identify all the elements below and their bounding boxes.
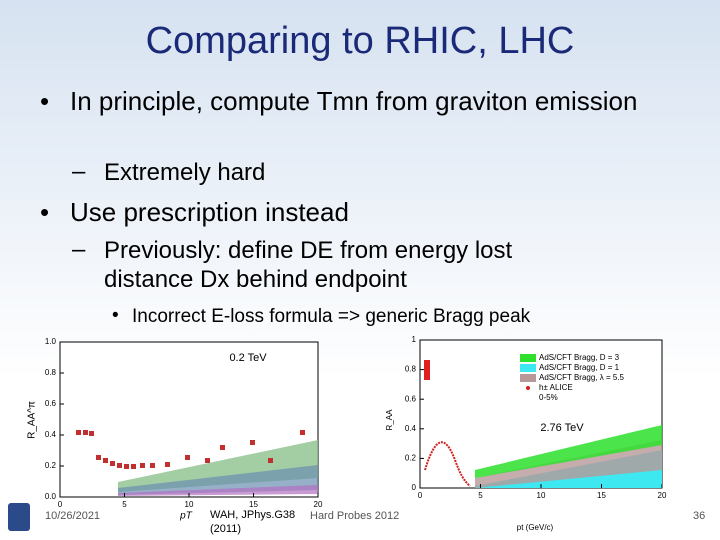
x-tick-label: 5 <box>122 500 127 509</box>
x-tick-label: 5 <box>478 491 483 500</box>
curve <box>424 441 471 487</box>
marker <box>424 360 430 380</box>
legend-label: h± ALICE <box>539 383 573 392</box>
band <box>475 425 662 478</box>
points <box>76 430 305 469</box>
y-tick-label: 1.0 <box>45 337 57 346</box>
bullet: • <box>40 86 50 116</box>
x-tick-label: 15 <box>597 491 606 500</box>
legend-label: AdS/CFT Bragg, λ = 5.5 <box>539 373 625 382</box>
legend-swatch <box>520 364 536 372</box>
x-tick-label: 15 <box>249 500 258 509</box>
legend-label: 0-5% <box>539 393 558 402</box>
y-axis-label: R_AA^π <box>27 401 38 439</box>
legend-marker <box>526 386 530 390</box>
x-tick-label: 10 <box>537 491 546 500</box>
y-tick-label: 0.2 <box>405 454 417 463</box>
bullet-text: In principle, compute Tmn from graviton … <box>70 86 638 116</box>
y-tick-label: 0 <box>412 483 417 492</box>
footer-event: Hard Probes 2012 <box>310 510 400 522</box>
footer-date: 10/26/2021 <box>45 510 101 522</box>
annotation: 0.2 TeV <box>229 352 267 364</box>
legend-label: AdS/CFT Bragg, D = 3 <box>539 353 620 362</box>
y-tick-label: 0.8 <box>45 368 57 377</box>
footer-page: 36 <box>693 510 706 522</box>
footer-citation: WAH, JPhys.G38 (2011) <box>210 509 296 535</box>
dash: – <box>72 158 86 185</box>
x-tick-label: 0 <box>58 500 63 509</box>
legend-swatch <box>520 354 536 362</box>
bullet-text: Use prescription instead <box>70 197 349 227</box>
dash: – <box>72 236 86 263</box>
y-tick-label: 0.4 <box>405 424 417 433</box>
bullet: • <box>40 197 50 227</box>
legend-swatch <box>520 374 536 382</box>
bullet-text: Extremely hard <box>104 159 266 186</box>
bullet-text: Incorrect E-loss formula => generic Brag… <box>132 306 531 327</box>
y-tick-label: 0.6 <box>45 399 57 408</box>
slide-title: Comparing to RHIC, LHC <box>145 20 575 62</box>
y-tick-label: 1 <box>412 335 417 344</box>
x-tick-label: 20 <box>314 500 323 509</box>
bullet: • <box>112 305 119 326</box>
logo <box>8 503 30 531</box>
annotation: 2.76 TeV <box>540 422 584 434</box>
x-axis-label: pT <box>179 511 193 522</box>
x-tick-label: 20 <box>658 491 667 500</box>
x-tick-label: 0 <box>418 491 423 500</box>
y-axis-label: R_AA <box>385 409 394 431</box>
legend-label: AdS/CFT Bragg, D = 1 <box>539 363 620 372</box>
y-tick-label: 0.2 <box>45 461 57 470</box>
y-tick-label: 0.6 <box>405 394 417 403</box>
y-tick-label: 0.8 <box>405 365 417 374</box>
y-tick-label: 0.0 <box>45 492 57 501</box>
x-tick-label: 10 <box>185 500 194 509</box>
band <box>118 485 318 496</box>
bullet-text: Previously: define DE from energy lost d… <box>104 237 513 293</box>
x-axis-label: pt (GeV/c) <box>517 523 554 532</box>
y-tick-label: 0.4 <box>45 430 57 439</box>
